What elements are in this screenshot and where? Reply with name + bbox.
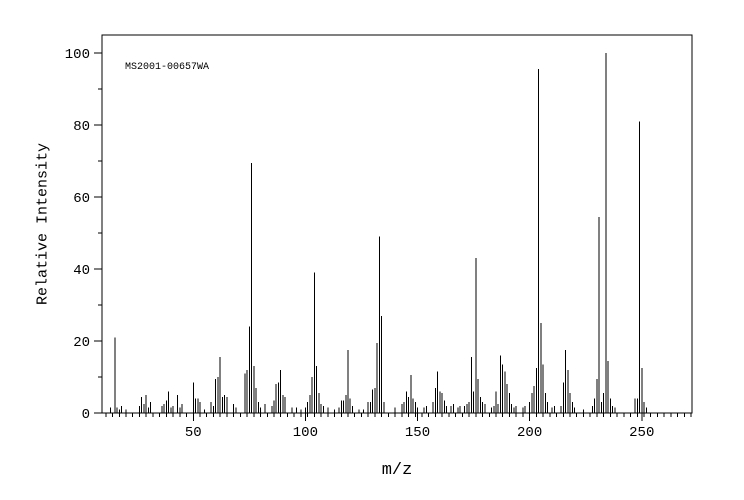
x-tick-label: 150 — [405, 425, 430, 441]
x-tick-label: 200 — [517, 425, 542, 441]
y-tick-label: 80 — [73, 119, 90, 135]
y-axis-title: Relative Intensity — [34, 142, 52, 306]
y-tick-label: 100 — [65, 47, 90, 63]
plot-lines — [94, 34, 693, 421]
y-tick-label: 20 — [73, 335, 90, 351]
plot-frame — [101, 34, 693, 414]
y-tick-label: 60 — [73, 191, 90, 207]
x-tick-label: 50 — [185, 425, 202, 441]
x-tick-label: 250 — [629, 425, 654, 441]
x-tick-label: 100 — [293, 425, 318, 441]
peaks — [109, 53, 647, 413]
y-tick-label: 40 — [73, 263, 90, 279]
x-axis-title: m/z — [381, 461, 413, 480]
spectrum-id-label: MS2001-00657WA — [125, 62, 210, 73]
y-tick-label: 0 — [82, 407, 90, 423]
tick-labels: 50 100 150 200 250 0 20 40 60 80 100 — [65, 47, 655, 441]
